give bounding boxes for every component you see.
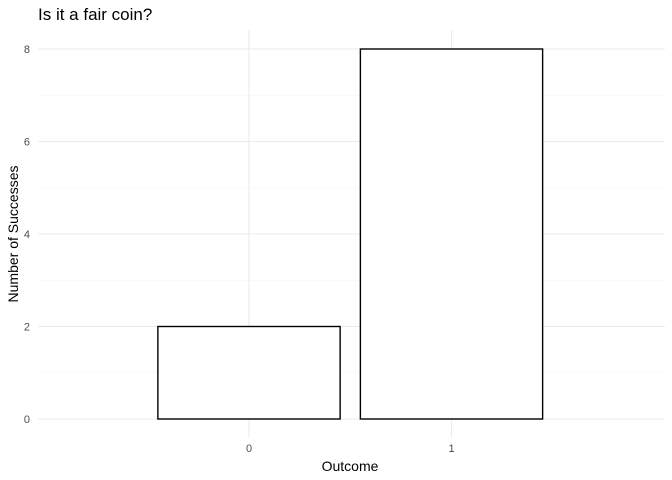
x-tick-label: 1 (448, 443, 454, 455)
bars-group (157, 48, 544, 420)
bar-0 (157, 325, 341, 420)
y-tick-label: 0 (24, 414, 30, 426)
bar-1 (359, 48, 544, 420)
y-tick-label: 2 (24, 322, 30, 334)
y-axis-ticks: 0 2 4 6 8 (24, 44, 30, 426)
y-tick-label: 6 (24, 137, 30, 149)
y-axis-title: Number of Successes (5, 166, 21, 303)
chart-title: Is it a fair coin? (38, 5, 152, 24)
x-axis-title: Outcome (322, 458, 379, 474)
x-tick-label: 0 (246, 443, 252, 455)
y-tick-label: 8 (24, 44, 30, 56)
grid-lines (38, 30, 665, 437)
y-tick-label: 4 (24, 229, 30, 241)
